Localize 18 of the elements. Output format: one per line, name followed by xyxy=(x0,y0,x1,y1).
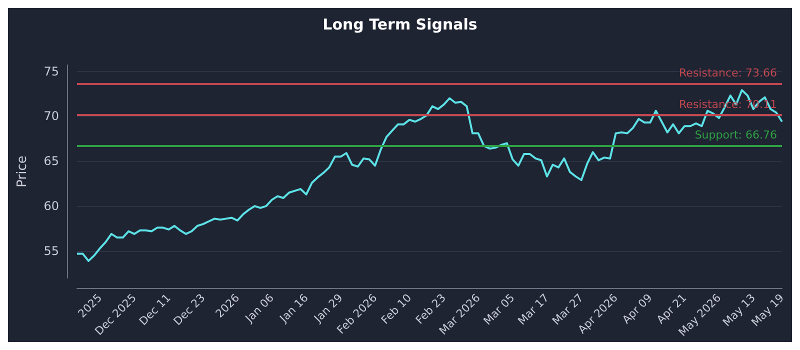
line-series xyxy=(76,89,783,262)
x-tick-label: Dec 11 xyxy=(136,291,174,328)
x-tick-label: Mar 05 xyxy=(481,291,518,328)
x-tick-label: Feb 10 xyxy=(378,291,414,327)
x-tick-label: Jan 06 xyxy=(242,291,276,326)
y-tick-label: 70 xyxy=(44,109,59,124)
y-tick-label: 55 xyxy=(44,244,59,258)
chart-title: Long Term Signals xyxy=(322,16,478,34)
y-axis-title: Price xyxy=(15,156,30,188)
x-tick-label: Mar 17 xyxy=(515,291,552,328)
x-tick-label: Apr 09 xyxy=(620,291,655,326)
x-tick-label: Jan 16 xyxy=(276,291,311,326)
ref-line-label: Support: 66.76 xyxy=(694,128,777,142)
y-tick-label: 60 xyxy=(44,199,59,214)
ref-line-label: Resistance: 73.66 xyxy=(679,66,777,80)
x-tick-label: Dec 23 xyxy=(171,291,208,328)
y-tick-label: 75 xyxy=(44,64,59,78)
y-tick-label: 65 xyxy=(44,154,59,168)
